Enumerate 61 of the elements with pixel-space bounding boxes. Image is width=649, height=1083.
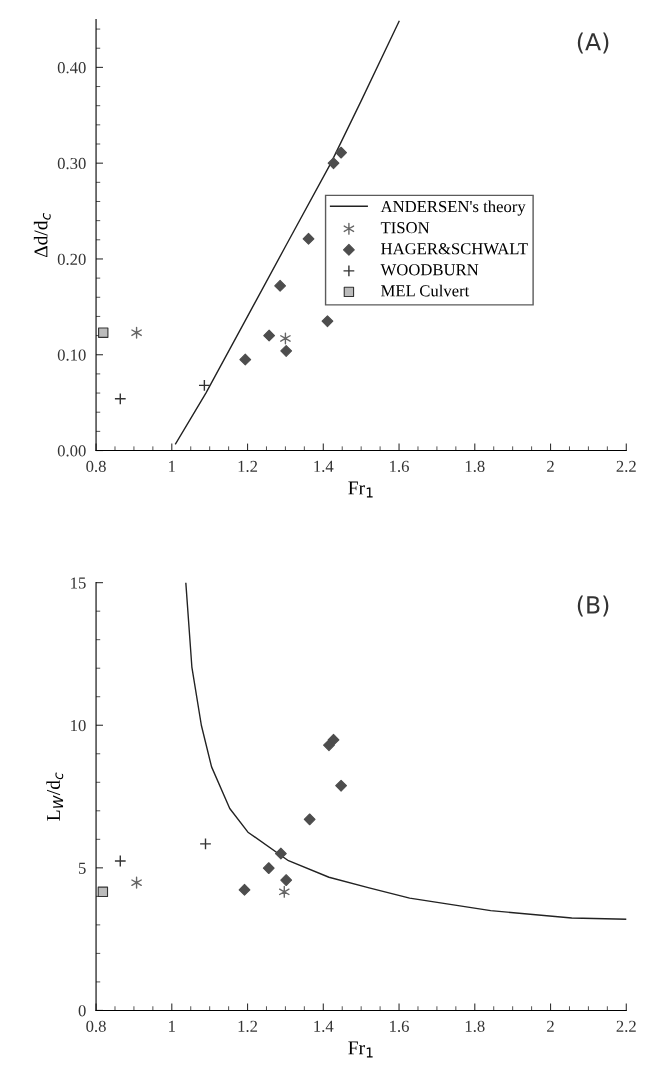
x-tick-label: 1.6 [390,1020,409,1032]
x-tick-label: 1.4 [314,1020,334,1032]
annotation: (A) [577,32,609,54]
x-tick-label: 1.6 [390,460,409,473]
point [327,733,340,746]
point [131,326,142,339]
point [302,232,315,245]
line-series [185,582,627,920]
point [199,837,212,850]
x-tick-label: 1.8 [465,460,485,473]
point [262,862,275,875]
point [238,883,251,896]
legend-label: MEL Culvert [381,284,470,297]
y-axis-title: L$_{W}$/d$_{c}$ [46,772,64,821]
y-tick-label: 15 [71,577,86,589]
y-tick-label: 10 [71,719,86,732]
point [98,327,109,338]
point [335,779,348,792]
legend-label: ANDERSEN's theory [380,200,526,216]
legend-label: HAGER&SCHWALT [381,243,528,255]
point [263,329,276,342]
point [280,874,293,887]
point [274,847,287,860]
point [114,392,127,405]
point [198,379,211,392]
annotation: (B) [577,595,609,617]
x-tick-label: 1.2 [238,460,258,473]
x-tick-label: 1 [169,1020,175,1032]
x-tick-label: 2 [547,460,554,472]
y-tick-label: 0.10 [57,349,86,361]
x-tick-label: 2.2 [616,460,636,473]
x-axis-title: Fr$_{1}$ [348,1041,373,1058]
point [327,157,340,170]
y-tick-label: 0.30 [57,157,86,170]
x-tick-label: 1.4 [314,460,334,473]
point [321,315,334,328]
x-tick-label: 0.8 [86,1020,106,1032]
x-axis-title: Fr$_{1}$ [348,481,373,498]
point [131,876,142,889]
point [280,344,293,357]
point [303,813,316,826]
x-tick-label: 2 [547,1020,554,1032]
legend-label: TISON [380,222,430,234]
x-tick-label: 1.8 [465,1020,485,1032]
point [114,854,127,868]
y-tick-label: 0 [78,1005,86,1017]
x-tick-label: 1 [169,460,175,472]
point [280,332,291,345]
x-tick-label: 1.2 [238,1020,258,1032]
y-tick-label: 5 [78,862,86,874]
y-tick-label: 0.40 [57,62,86,74]
legend-label: WOODBURN [380,264,479,276]
y-axis-title: Δd/d$_{c}$ [33,213,51,258]
y-tick-label: 0.20 [57,253,86,265]
y-tick-label: 0.00 [57,445,86,457]
point [335,146,348,159]
point [97,886,109,898]
point [274,279,287,292]
x-tick-label: 2.2 [616,1020,636,1032]
point [239,353,252,366]
x-tick-label: 0.8 [86,460,106,473]
